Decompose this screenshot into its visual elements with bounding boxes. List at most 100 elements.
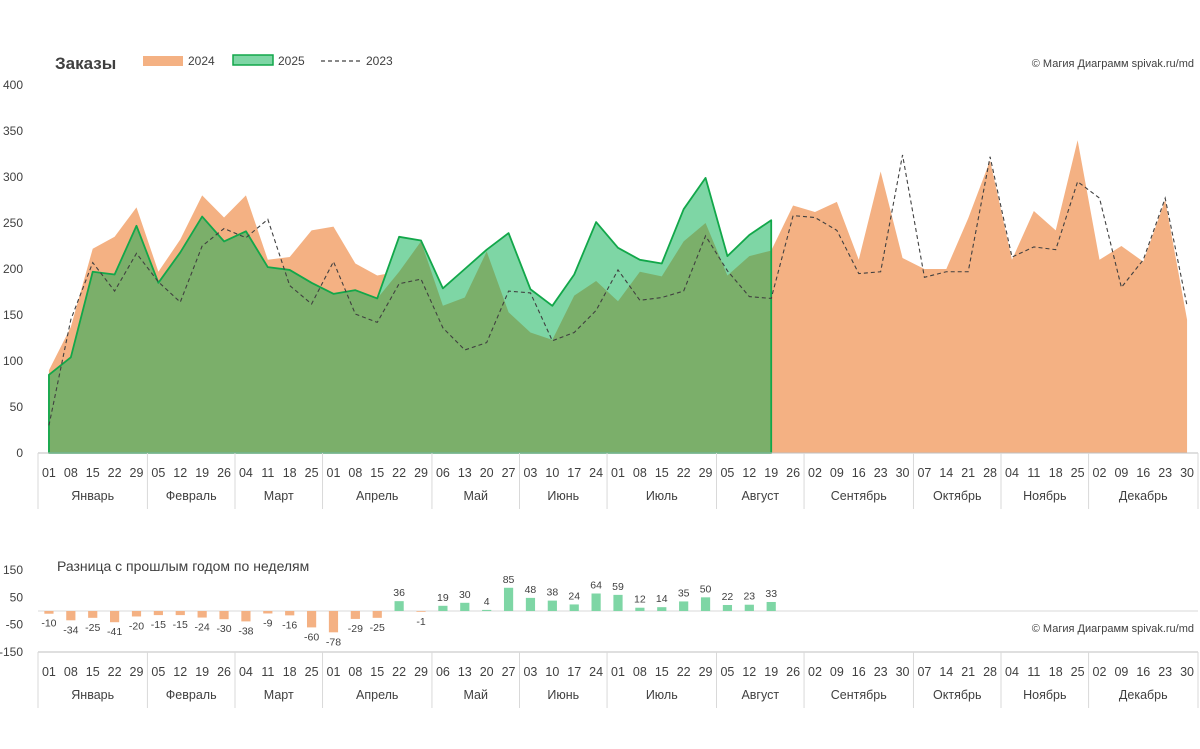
- legend-swatch-2025: [232, 54, 274, 66]
- top-week-label: 21: [961, 466, 975, 480]
- diff-bar-label: 50: [700, 583, 712, 595]
- diff-bar: [766, 601, 776, 611]
- top-chart-title: Заказы: [55, 54, 116, 73]
- top-week-label: 17: [567, 466, 581, 480]
- bottom-week-label: 12: [742, 665, 756, 679]
- legend-swatch-2024: [143, 56, 183, 66]
- diff-bar-label: -41: [107, 626, 122, 638]
- diff-bar: [219, 611, 229, 620]
- diff-bar-label: 85: [503, 574, 515, 586]
- bottom-month-label: Январь: [71, 688, 114, 702]
- bottom-week-label: 14: [939, 665, 953, 679]
- bottom-week-label: 04: [1005, 665, 1019, 679]
- top-week-label: 01: [42, 466, 56, 480]
- diff-bar-label: -15: [173, 619, 188, 631]
- series-overlap-area: [48, 216, 772, 453]
- bottom-week-label: 09: [1114, 665, 1128, 679]
- bottom-month-label: Март: [264, 688, 294, 702]
- top-week-label: 09: [830, 466, 844, 480]
- top-month-label: Март: [264, 489, 294, 503]
- diff-bar: [744, 604, 754, 611]
- diff-bar: [438, 605, 448, 611]
- bottom-chart-title: Разница с прошлым годом по неделям: [57, 558, 309, 574]
- y-tick-label: 200: [3, 262, 23, 276]
- bottom-week-label: 05: [720, 665, 734, 679]
- diff-bar: [66, 611, 76, 621]
- bottom-week-label: 29: [130, 665, 144, 679]
- bottom-y-tick-label: -50: [6, 618, 24, 632]
- bottom-week-label: 02: [1093, 665, 1107, 679]
- legend-label-2023: 2023: [366, 54, 393, 68]
- bottom-week-label: 23: [1158, 665, 1172, 679]
- diff-bar-label: 48: [525, 584, 537, 596]
- diff-bar: [306, 611, 317, 628]
- top-week-label: 30: [896, 466, 910, 480]
- top-week-label: 22: [108, 466, 122, 480]
- diff-bar-label: -25: [85, 622, 100, 634]
- bottom-week-label: 06: [436, 665, 450, 679]
- diff-bar-label: 22: [722, 591, 734, 603]
- bottom-week-label: 26: [786, 665, 800, 679]
- top-month-label: Сентябрь: [831, 489, 887, 503]
- top-week-label: 13: [458, 466, 472, 480]
- series-2023-line: [48, 154, 1188, 426]
- bottom-week-label: 29: [414, 665, 428, 679]
- top-week-label: 08: [633, 466, 647, 480]
- top-week-label: 22: [677, 466, 691, 480]
- bottom-week-label: 08: [633, 665, 647, 679]
- diff-bar-label: -25: [370, 622, 385, 634]
- bottom-week-label: 03: [523, 665, 537, 679]
- top-week-label: 22: [392, 466, 406, 480]
- bottom-week-label: 29: [699, 665, 713, 679]
- bottom-month-label: Декабрь: [1119, 688, 1168, 702]
- bottom-y-tick-label: -150: [0, 645, 23, 659]
- top-week-label: 05: [151, 466, 165, 480]
- diff-bar: [263, 611, 273, 614]
- diff-bar-label: -1: [416, 616, 425, 628]
- bottom-week-label: 18: [1049, 665, 1063, 679]
- diff-bar-label: -78: [326, 636, 341, 648]
- y-tick-label: 50: [10, 400, 24, 414]
- bottom-week-label: 23: [874, 665, 888, 679]
- diff-bar: [350, 611, 360, 619]
- diff-bar-label: 4: [484, 596, 490, 608]
- top-month-label: Январь: [71, 489, 114, 503]
- top-week-label: 27: [502, 466, 516, 480]
- diff-bar-label: -29: [348, 623, 363, 635]
- top-week-label: 20: [480, 466, 494, 480]
- top-week-label: 30: [1180, 466, 1194, 480]
- bottom-week-label: 01: [327, 665, 341, 679]
- top-month-label: Ноябрь: [1023, 489, 1066, 503]
- top-week-label: 14: [939, 466, 953, 480]
- diff-bar: [613, 594, 623, 611]
- diff-bar: [657, 607, 667, 611]
- top-week-label: 11: [261, 466, 274, 480]
- bottom-week-label: 01: [611, 665, 625, 679]
- bottom-week-label: 25: [1071, 665, 1085, 679]
- diff-bar: [175, 611, 185, 616]
- y-tick-label: 400: [3, 78, 23, 92]
- diff-bar-label: -10: [41, 618, 56, 630]
- top-week-label: 02: [1093, 466, 1107, 480]
- bottom-week-label: 11: [1027, 665, 1040, 679]
- legend-label-2024: 2024: [188, 54, 215, 68]
- bottom-week-label: 22: [677, 665, 691, 679]
- top-week-label: 08: [64, 466, 78, 480]
- diff-bar-label: 64: [590, 580, 602, 592]
- bottom-week-label: 11: [261, 665, 274, 679]
- bottom-week-label: 02: [808, 665, 822, 679]
- top-week-label: 16: [852, 466, 866, 480]
- top-month-label: Июль: [646, 489, 678, 503]
- bottom-week-label: 27: [502, 665, 516, 679]
- bottom-week-label: 17: [567, 665, 581, 679]
- bottom-week-label: 22: [108, 665, 122, 679]
- top-week-label: 07: [917, 466, 931, 480]
- diff-bar-label: 19: [437, 592, 449, 604]
- bottom-week-label: 16: [852, 665, 866, 679]
- top-week-label: 23: [874, 466, 888, 480]
- diff-bar-label: -30: [216, 623, 231, 635]
- top-week-label: 16: [1136, 466, 1150, 480]
- diff-bar-label: -16: [282, 619, 297, 631]
- bottom-month-label: Июнь: [547, 688, 579, 702]
- top-month-label: Декабрь: [1119, 489, 1168, 503]
